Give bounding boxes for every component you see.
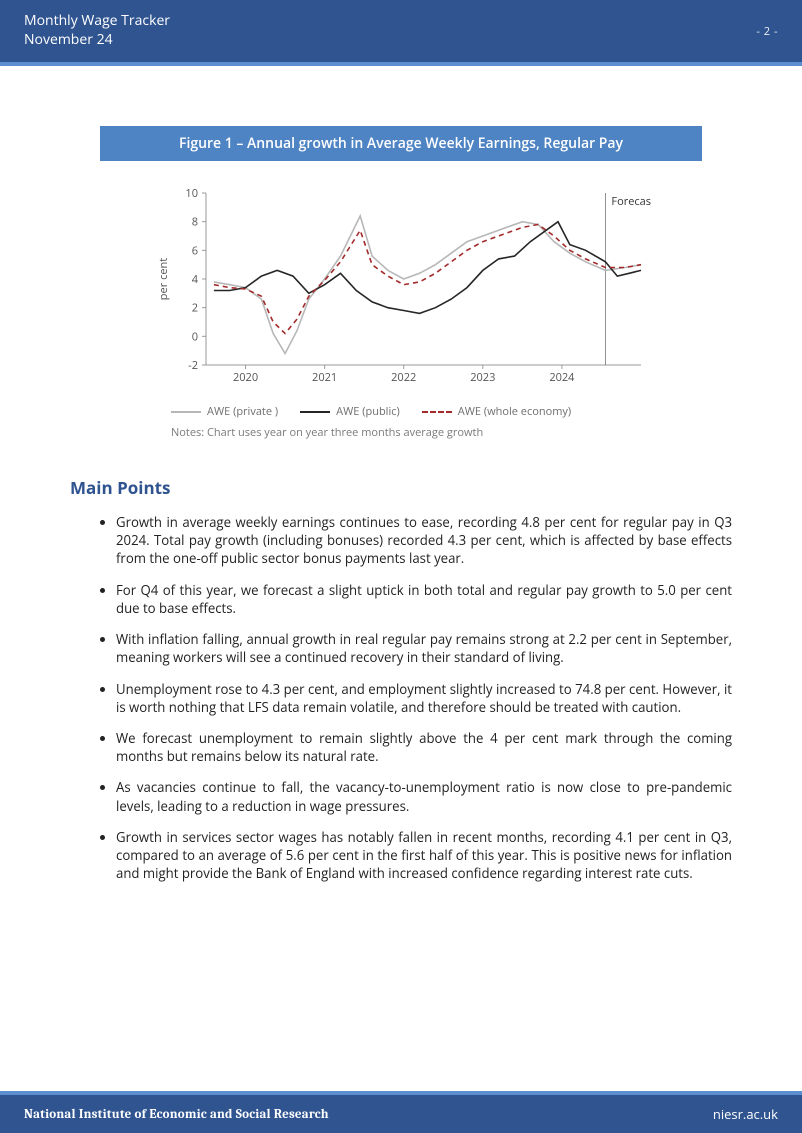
legend-label-private: AWE (private ) — [207, 404, 278, 419]
main-point-item: Growth in services sector wages has nota… — [116, 828, 732, 883]
svg-text:2: 2 — [192, 301, 198, 316]
svg-text:6: 6 — [192, 243, 198, 258]
svg-text:2020: 2020 — [233, 370, 258, 385]
main-point-item: For Q4 of this year, we forecast a sligh… — [116, 581, 732, 617]
svg-text:2021: 2021 — [312, 370, 337, 385]
legend-label-whole: AWE (whole economy) — [458, 404, 571, 419]
line-chart-svg: -2 0 2 4 6 8 10 2020 2021 2022 2023 2024 per cent For… — [151, 183, 651, 393]
svg-text:0: 0 — [192, 329, 198, 344]
header-title-line1: Monthly Wage Tracker — [24, 12, 170, 31]
figure-chart: -2 0 2 4 6 8 10 2020 2021 2022 2023 2024 per cent For… — [151, 183, 651, 440]
svg-text:Forecast: Forecast — [611, 194, 651, 209]
figure-title-bar: Figure 1 – Annual growth in Average Week… — [100, 126, 702, 161]
legend-label-public: AWE (public) — [336, 404, 400, 419]
svg-text:per cent: per cent — [156, 258, 171, 300]
footer-org: National Institute of Economic and Socia… — [24, 1107, 329, 1122]
svg-text:10: 10 — [185, 186, 198, 201]
header-bar: Monthly Wage Tracker November 24 - 2 - — [0, 0, 802, 62]
legend-swatch-public — [300, 411, 330, 413]
content-area: Figure 1 – Annual growth in Average Week… — [0, 66, 802, 1091]
main-point-item: With inflation falling, annual growth in… — [116, 630, 732, 666]
svg-text:2023: 2023 — [470, 370, 495, 385]
page-number: - 2 - — [756, 24, 778, 39]
main-points-list: Growth in average weekly earnings contin… — [70, 513, 732, 883]
legend-swatch-whole — [422, 411, 452, 413]
chart-legend: AWE (private ) AWE (public) AWE (whole e… — [151, 404, 651, 419]
main-point-item: We forecast unemployment to remain sligh… — [116, 729, 732, 765]
legend-item-whole: AWE (whole economy) — [422, 404, 571, 419]
svg-text:8: 8 — [192, 215, 198, 230]
main-point-item: As vacancies continue to fall, the vacan… — [116, 778, 732, 814]
footer-url: niesr.ac.uk — [713, 1105, 778, 1123]
footer-bar: National Institute of Economic and Socia… — [0, 1095, 802, 1133]
svg-text:-2: -2 — [188, 358, 198, 373]
main-points-heading: Main Points — [70, 476, 732, 499]
legend-item-private: AWE (private ) — [171, 404, 278, 419]
svg-text:4: 4 — [192, 272, 199, 287]
header-title-block: Monthly Wage Tracker November 24 — [24, 12, 170, 50]
main-point-item: Growth in average weekly earnings contin… — [116, 513, 732, 568]
svg-text:2024: 2024 — [549, 370, 575, 385]
svg-text:2022: 2022 — [391, 370, 416, 385]
main-point-item: Unemployment rose to 4.3 per cent, and e… — [116, 680, 732, 716]
legend-item-public: AWE (public) — [300, 404, 400, 419]
page-root: Monthly Wage Tracker November 24 - 2 - F… — [0, 0, 802, 1133]
header-title-line2: November 24 — [24, 31, 170, 50]
legend-swatch-private — [171, 411, 201, 413]
chart-note: Notes: Chart uses year on year three mon… — [171, 425, 651, 440]
